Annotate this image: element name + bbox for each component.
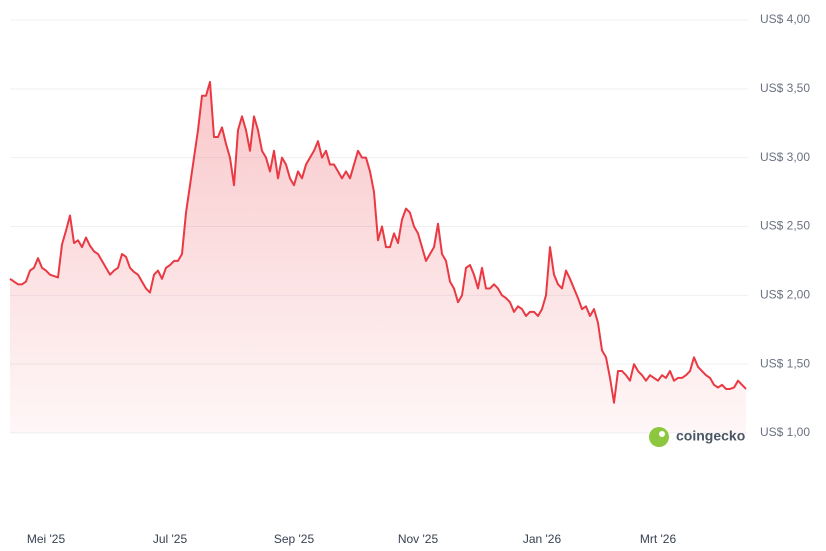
- logo-icon: [649, 427, 669, 447]
- y-tick-label: US$ 3,50: [760, 81, 810, 95]
- x-tick-label: Mei '25: [27, 532, 66, 546]
- watermark: coingecko: [676, 428, 745, 444]
- logo-eye: [659, 431, 665, 437]
- y-tick-label: US$ 3,00: [760, 150, 810, 164]
- x-tick-label: Nov '25: [398, 532, 439, 546]
- y-tick-label: US$ 2,00: [760, 288, 810, 302]
- logo: coingecko: [649, 427, 745, 447]
- x-tick-label: Sep '25: [274, 532, 315, 546]
- y-tick-label: US$ 1,00: [760, 425, 810, 439]
- price-line: [9, 80, 747, 404]
- x-tick-label: Jul '25: [153, 532, 188, 546]
- x-tick-label: Jan '26: [523, 532, 562, 546]
- price-area: [10, 81, 746, 433]
- y-tick-label: US$ 4,00: [760, 12, 810, 26]
- x-tick-label: Mrt '26: [640, 532, 677, 546]
- y-tick-label: US$ 1,50: [760, 356, 810, 370]
- y-tick-label: US$ 2,50: [760, 219, 810, 233]
